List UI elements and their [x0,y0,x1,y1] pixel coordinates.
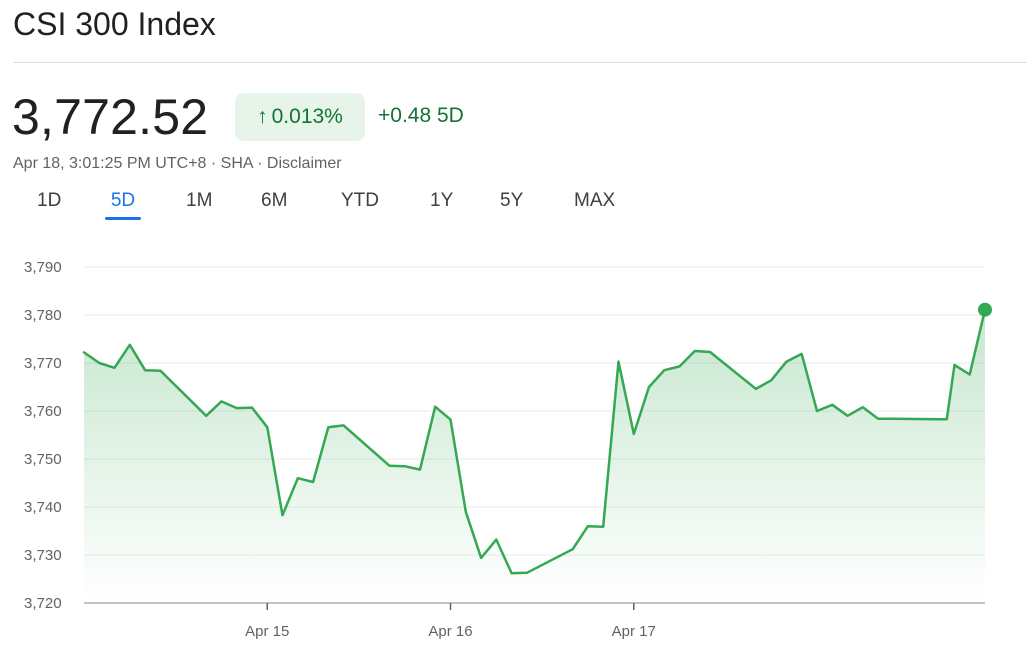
latest-point-marker [978,302,992,317]
y-tick-label: 3,750 [24,451,62,468]
tab-ytd[interactable]: YTD [341,190,379,211]
x-tick-label: Apr 15 [245,623,289,640]
change-absolute: +0.48 5D [378,104,464,127]
tab-6m[interactable]: 6M [261,190,288,211]
data-points [978,302,992,317]
area-fill [84,309,985,603]
y-tick-label: 3,790 [24,259,62,276]
x-axis: Apr 15 Apr 16 Apr 17 [245,603,656,640]
tab-1m[interactable]: 1M [186,190,213,211]
y-tick-label: 3,720 [24,595,62,612]
tab-max[interactable]: MAX [574,190,616,211]
tab-5d[interactable]: 5D [105,190,141,220]
tab-5y[interactable]: 5Y [500,190,524,211]
x-tick-label: Apr 17 [612,623,656,640]
header-divider [13,62,1027,63]
current-price: 3,772.52 [12,89,209,145]
page-title: CSI 300 Index [13,6,216,42]
y-tick-label: 3,730 [24,547,62,564]
y-tick-label: 3,760 [24,403,62,420]
series-line-path [82,308,987,575]
y-axis-labels: 3,790 3,780 3,770 3,760 3,750 3,740 3,730 3,720 [24,259,62,612]
y-tick-label: 3,770 [24,355,62,372]
series-line [82,308,987,575]
tab-1y[interactable]: 1Y [430,190,454,211]
y-tick-label: 3,780 [24,307,62,324]
area-fill-path [84,309,985,603]
quote-meta: Apr 18, 3:01:25 PM UTC+8 · SHA · Disclai… [13,155,342,172]
change-percent: 0.013% [271,105,343,128]
arrow-up-icon: ↑ [257,105,268,128]
change-percent-badge: ↑ 0.013% [235,93,365,141]
y-tick-label: 3,740 [24,499,62,516]
x-tick-label: Apr 16 [428,623,472,640]
tab-1d[interactable]: 1D [37,190,62,211]
